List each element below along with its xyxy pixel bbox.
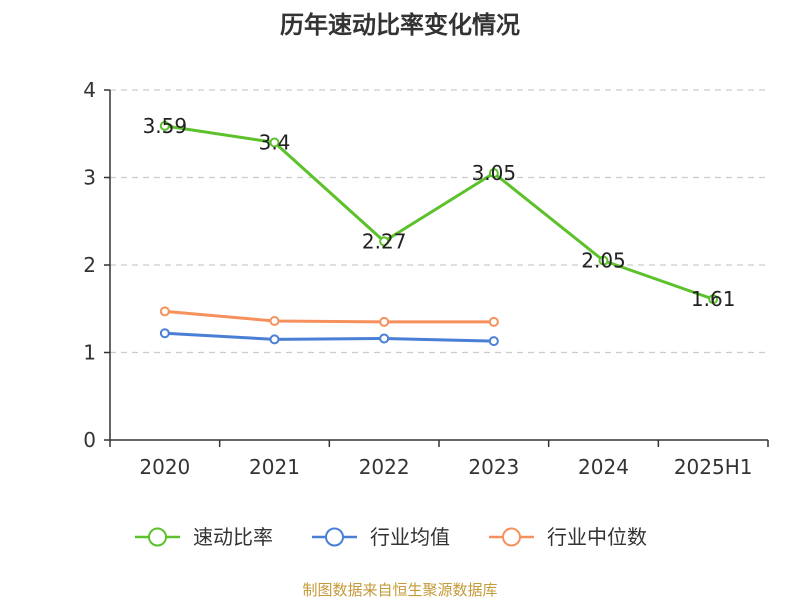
- data-point-1-2: [379, 333, 390, 344]
- y-tick-label: 0: [83, 428, 96, 452]
- data-point-1-1: [269, 334, 280, 345]
- footer-source-note: 制图数据来自恒生聚源数据库: [302, 581, 497, 599]
- data-point-0-5: [708, 294, 719, 305]
- data-point-0-4: [598, 255, 609, 266]
- legend-circle-icon: [502, 527, 521, 547]
- x-axis: 2020 2021 2022 2023 2024 2025H1: [109, 439, 769, 479]
- legend-item-2[interactable]: 行业中位数: [489, 525, 647, 549]
- y-tick-label: 2: [83, 253, 96, 277]
- y-tick-label: 4: [83, 78, 96, 102]
- data-point-2-2: [379, 316, 390, 327]
- legend-circle-icon: [325, 527, 344, 547]
- x-tick-label: 2021: [249, 455, 300, 479]
- data-point-2-0: [159, 306, 170, 317]
- data-label: 3.05: [472, 161, 517, 185]
- data-point-0-1: [269, 137, 280, 148]
- series-markers: [159, 120, 719, 347]
- y-tick-label: 3: [83, 166, 96, 190]
- x-tick-label: 2022: [359, 455, 410, 479]
- data-point-2-1: [269, 316, 280, 326]
- legend-item-0[interactable]: 速动比率: [135, 525, 273, 549]
- legend-label: 行业均值: [370, 525, 450, 549]
- data-label: 3.4: [259, 131, 291, 155]
- series-line-1: [163, 331, 496, 343]
- x-tick-label: 2020: [139, 455, 190, 479]
- x-tick-label: 2024: [578, 455, 629, 479]
- data-label: 3.59: [143, 114, 188, 138]
- x-tick-label: 2023: [468, 455, 519, 479]
- x-tick-label: 2025H1: [674, 455, 753, 479]
- data-label: 1.61: [691, 287, 736, 311]
- series-line-0: [163, 124, 715, 301]
- gridlines: [110, 89, 768, 354]
- data-point-0-3: [488, 168, 499, 179]
- data-label: 2.05: [581, 249, 626, 273]
- data-point-0-2: [379, 236, 390, 247]
- legend: 速动比率 行业均值 行业中位数: [135, 525, 647, 549]
- legend-item-1[interactable]: 行业均值: [312, 525, 450, 549]
- data-point-1-0: [159, 328, 170, 339]
- data-point-1-3: [488, 336, 499, 347]
- y-axis: 0 1 2 3 4: [83, 78, 111, 452]
- legend-label: 行业中位数: [547, 525, 647, 549]
- series-lines: [163, 124, 715, 343]
- data-point-2-3: [488, 316, 499, 327]
- data-point-0-0: [159, 120, 170, 131]
- legend-label: 速动比率: [193, 525, 273, 549]
- chart-title: 历年速动比率变化情况: [280, 11, 520, 39]
- data-label: 2.27: [362, 229, 407, 253]
- legend-circle-icon: [148, 527, 167, 547]
- series-line-2: [163, 309, 496, 324]
- y-tick-label: 1: [83, 341, 96, 365]
- data-labels: 3.59 3.4 2.27 3.05 2.05 1.61: [143, 114, 736, 311]
